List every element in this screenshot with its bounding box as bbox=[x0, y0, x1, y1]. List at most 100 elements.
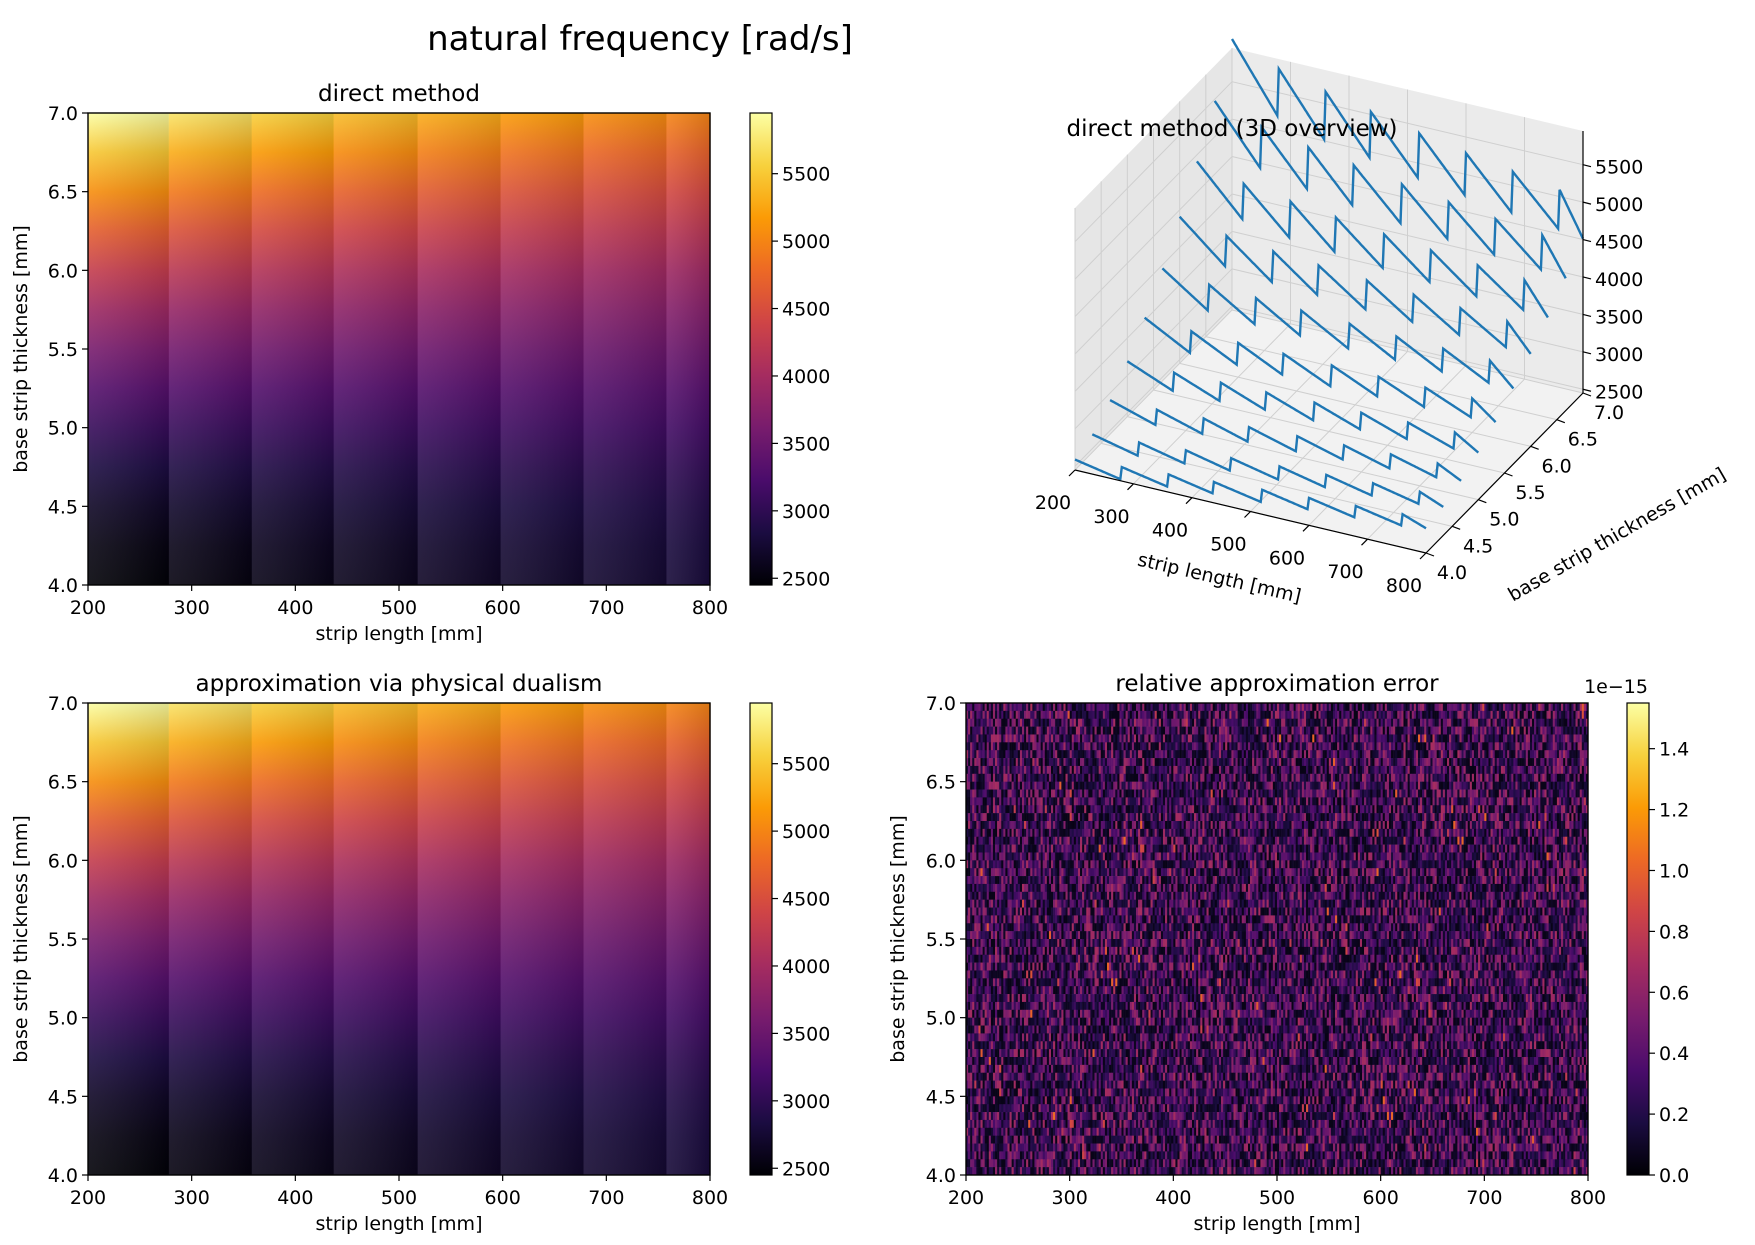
error-cell bbox=[1493, 758, 1495, 766]
error-cell bbox=[1457, 774, 1459, 782]
error-cell bbox=[1240, 734, 1242, 742]
error-cell bbox=[1256, 758, 1258, 766]
error-cell bbox=[1563, 797, 1565, 805]
error-cell bbox=[1053, 813, 1055, 821]
error-cell bbox=[1258, 727, 1260, 735]
error-cell bbox=[1433, 813, 1435, 821]
error-cell bbox=[1260, 758, 1262, 766]
error-cell bbox=[1509, 719, 1511, 727]
error-cell bbox=[1165, 797, 1167, 805]
error-cell bbox=[1549, 758, 1551, 766]
error-cell bbox=[1003, 711, 1005, 719]
error-cell bbox=[1462, 805, 1464, 813]
error-cell bbox=[1327, 790, 1329, 798]
error-cell bbox=[1358, 766, 1360, 774]
error-cell bbox=[1536, 734, 1538, 742]
error-cell bbox=[1339, 821, 1341, 829]
error-cell bbox=[1163, 734, 1165, 742]
error-cell bbox=[1229, 813, 1231, 821]
error-cell bbox=[1528, 703, 1530, 711]
error-cell bbox=[1039, 750, 1041, 758]
error-cell bbox=[1082, 727, 1084, 735]
error-cell bbox=[1204, 727, 1206, 735]
error-cell bbox=[1022, 782, 1024, 790]
error-cell bbox=[1022, 774, 1024, 782]
error-cell bbox=[1153, 782, 1155, 790]
error-cell bbox=[1526, 727, 1528, 735]
error-cell bbox=[1254, 790, 1256, 798]
error-cell bbox=[1265, 790, 1267, 798]
error-cell bbox=[1192, 805, 1194, 813]
error-cell bbox=[1304, 758, 1306, 766]
error-cell bbox=[1213, 790, 1215, 798]
error-cell bbox=[1331, 734, 1333, 742]
error-cell bbox=[1347, 711, 1349, 719]
error-cell bbox=[1157, 711, 1159, 719]
error-cell bbox=[1041, 766, 1043, 774]
error-cell bbox=[1310, 790, 1312, 798]
error-cell bbox=[1518, 766, 1520, 774]
error-cell bbox=[1567, 758, 1569, 766]
error-cell bbox=[968, 758, 970, 766]
error-cell bbox=[1236, 734, 1238, 742]
error-cell bbox=[1573, 774, 1575, 782]
error-cell bbox=[1148, 766, 1150, 774]
error-cell bbox=[1453, 782, 1455, 790]
error-cell bbox=[1488, 797, 1490, 805]
error-cell bbox=[1246, 805, 1248, 813]
error-cell bbox=[1337, 805, 1339, 813]
error-cell bbox=[1115, 797, 1117, 805]
error-cell bbox=[1538, 727, 1540, 735]
error-cell bbox=[1215, 758, 1217, 766]
error-cell bbox=[1209, 797, 1211, 805]
error-cell bbox=[1034, 790, 1036, 798]
error-cell bbox=[1331, 782, 1333, 790]
error-cell bbox=[1459, 719, 1461, 727]
error-cell bbox=[1053, 703, 1055, 711]
error-cell bbox=[1410, 782, 1412, 790]
error-cell bbox=[1308, 790, 1310, 798]
error-cell bbox=[1464, 734, 1466, 742]
error-cell bbox=[1117, 727, 1119, 735]
error-cell bbox=[1194, 774, 1196, 782]
error-cell bbox=[1403, 813, 1405, 821]
error-cell bbox=[1070, 790, 1072, 798]
error-cell bbox=[1097, 766, 1099, 774]
error-cell bbox=[981, 790, 983, 798]
error-cell bbox=[1032, 774, 1034, 782]
error-cell bbox=[1559, 750, 1561, 758]
error-cell bbox=[1132, 727, 1134, 735]
error-cell bbox=[1362, 782, 1364, 790]
error-cell bbox=[1215, 703, 1217, 711]
heatmap-band-shade-5 bbox=[501, 703, 584, 1175]
error-cell bbox=[1078, 758, 1080, 766]
error-cell bbox=[1296, 821, 1298, 829]
error-cell bbox=[1130, 790, 1132, 798]
error-cell bbox=[985, 727, 987, 735]
error-cell bbox=[1358, 774, 1360, 782]
error-cell bbox=[1236, 774, 1238, 782]
error-cell bbox=[1196, 758, 1198, 766]
error-cell bbox=[1507, 805, 1509, 813]
error-cell bbox=[1389, 821, 1391, 829]
error-cell bbox=[1078, 742, 1080, 750]
error-cell bbox=[1072, 774, 1074, 782]
error-cell bbox=[970, 829, 972, 837]
error-cell bbox=[1126, 750, 1128, 758]
error-cell bbox=[1316, 711, 1318, 719]
error-cell bbox=[1086, 829, 1088, 837]
error-cell bbox=[1072, 813, 1074, 821]
error-cell bbox=[1036, 813, 1038, 821]
error-cell bbox=[1061, 734, 1063, 742]
error-cell bbox=[1103, 813, 1105, 821]
error-cell bbox=[1028, 774, 1030, 782]
error-cell bbox=[1204, 711, 1206, 719]
error-cell bbox=[1099, 829, 1101, 837]
error-cell bbox=[1430, 821, 1432, 829]
error-cell bbox=[1341, 774, 1343, 782]
error-cell bbox=[1200, 719, 1202, 727]
error-cell bbox=[1426, 797, 1428, 805]
error-cell bbox=[1099, 719, 1101, 727]
error-cell bbox=[1466, 719, 1468, 727]
error-cell bbox=[1244, 734, 1246, 742]
